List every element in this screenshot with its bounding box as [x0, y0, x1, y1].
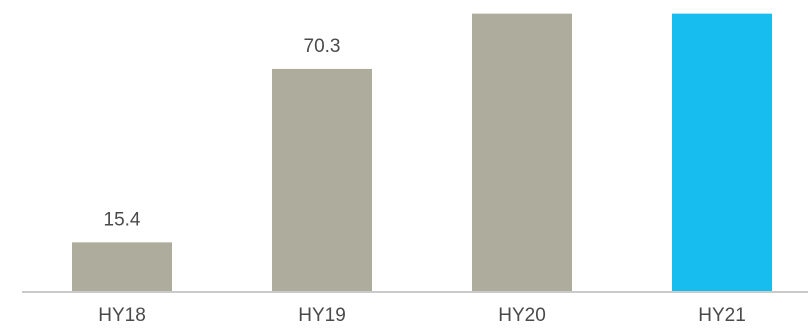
- x-tick-label-hy18: HY18: [98, 305, 146, 326]
- data-labels-group: 15.4 70.3: [104, 36, 341, 230]
- bar-hy21: [672, 13, 772, 292]
- x-tick-labels-group: HY18 HY19 HY20 HY21: [98, 305, 746, 326]
- bar-hy19: [272, 68, 372, 291]
- data-label-hy19: 70.3: [304, 36, 341, 57]
- data-label-hy18: 15.4: [104, 209, 141, 230]
- bar-hy20: [472, 13, 572, 292]
- bars-group: [72, 13, 772, 292]
- bar-hy18: [72, 242, 172, 291]
- x-tick-label-hy19: HY19: [298, 305, 346, 326]
- x-tick-label-hy21: HY21: [698, 305, 746, 326]
- x-tick-label-hy20: HY20: [498, 305, 546, 326]
